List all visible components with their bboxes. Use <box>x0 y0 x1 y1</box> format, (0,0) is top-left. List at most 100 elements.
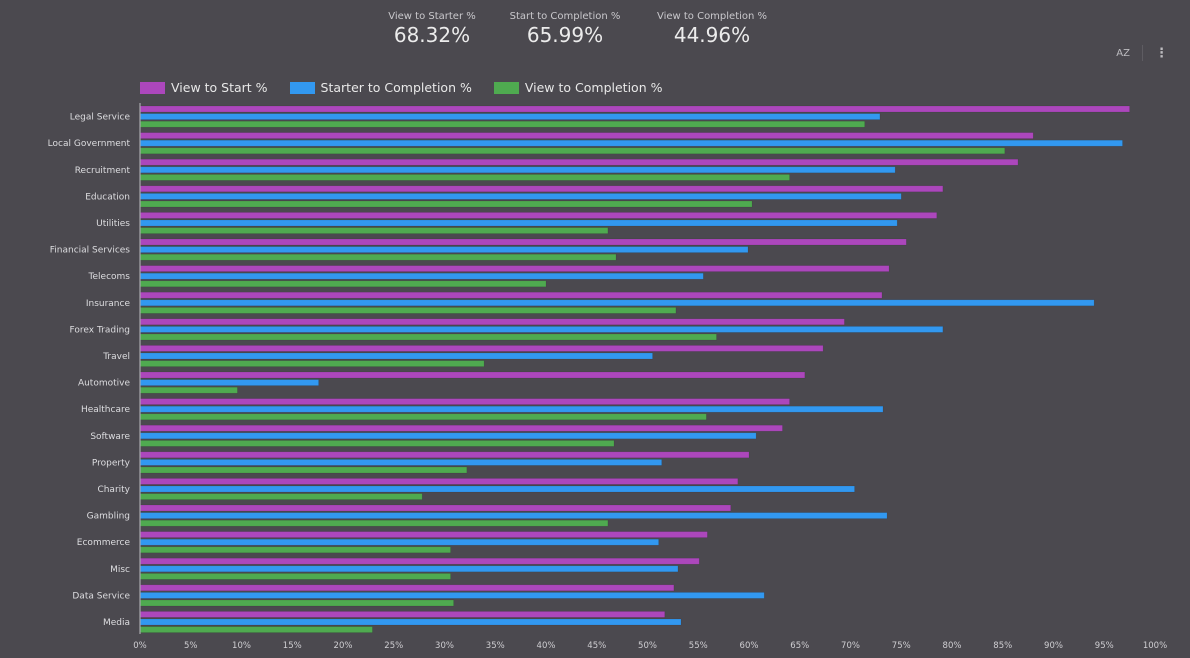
bar-view-to-start-healthcare[interactable] <box>139 398 790 405</box>
bar-view-to-completion-insurance[interactable] <box>139 307 677 314</box>
bar-view-to-completion-recruitment[interactable] <box>139 174 790 181</box>
bar-starter-to-completion-financial-services[interactable] <box>139 246 749 253</box>
bar-view-to-completion-misc[interactable] <box>139 573 451 580</box>
bar-view-to-start-financial-services[interactable] <box>139 238 907 246</box>
kpi-view-to-completion: View to Completion % 44.96% <box>650 11 774 47</box>
bar-starter-to-completion-education[interactable] <box>139 193 902 200</box>
bar-view-to-start-misc[interactable] <box>139 557 700 565</box>
legend-label: View to Completion % <box>524 80 663 95</box>
chart-legend: View to Start % Starter to Completion % … <box>140 80 662 95</box>
bar-view-to-start-recruitment[interactable] <box>139 158 1019 166</box>
bar-view-to-completion-healthcare[interactable] <box>139 413 707 421</box>
kpi-value: 44.96% <box>673 23 751 47</box>
bar-view-to-start-property[interactable] <box>139 451 750 459</box>
x-tick-label: 5% <box>184 641 198 651</box>
bar-view-to-start-utilities[interactable] <box>139 212 938 219</box>
category-group: Healthcare <box>81 398 884 421</box>
bar-view-to-start-ecommerce[interactable] <box>139 531 708 538</box>
bar-view-to-start-insurance[interactable] <box>139 291 883 299</box>
toolbar-divider <box>1142 45 1143 61</box>
bar-view-to-completion-utilities[interactable] <box>139 227 609 234</box>
category-group: Education <box>85 185 944 208</box>
bar-view-to-completion-legal-service[interactable] <box>139 120 866 128</box>
bar-view-to-completion-gambling[interactable] <box>139 519 609 527</box>
bar-starter-to-completion-misc[interactable] <box>139 565 679 573</box>
bar-view-to-completion-media[interactable] <box>139 626 373 633</box>
bar-view-to-completion-travel[interactable] <box>139 360 485 367</box>
x-tick-label: 0% <box>133 641 147 651</box>
bar-view-to-start-travel[interactable] <box>139 345 824 352</box>
bar-starter-to-completion-ecommerce[interactable] <box>139 538 659 546</box>
legend-item-view-to-completion[interactable]: View to Completion % <box>493 80 663 95</box>
bar-starter-to-completion-media[interactable] <box>139 618 682 626</box>
bar-starter-to-completion-insurance[interactable] <box>139 299 1095 307</box>
x-tick-label: 80% <box>943 641 962 651</box>
bar-starter-to-completion-automotive[interactable] <box>139 379 319 386</box>
bar-view-to-completion-telecoms[interactable] <box>139 280 547 288</box>
bar-view-to-start-charity[interactable] <box>139 478 739 485</box>
bar-view-to-completion-ecommerce[interactable] <box>139 546 451 554</box>
bar-view-to-completion-financial-services[interactable] <box>139 253 617 261</box>
category-group: Charity <box>97 478 855 500</box>
y-tick-label: Software <box>90 432 130 442</box>
more-vertical-icon[interactable]: ⋮ <box>1155 45 1168 61</box>
category-group: Utilities <box>96 212 938 234</box>
y-tick-label: Education <box>85 192 130 202</box>
bar-view-to-completion-software[interactable] <box>139 440 615 447</box>
bar-starter-to-completion-travel[interactable] <box>139 352 653 360</box>
legend-item-view-to-start[interactable]: View to Start % <box>140 80 268 95</box>
bar-starter-to-completion-software[interactable] <box>139 432 757 440</box>
y-tick-label: Charity <box>97 485 130 495</box>
bar-view-to-completion-local-government[interactable] <box>139 147 1006 155</box>
bar-starter-to-completion-local-government[interactable] <box>139 139 1123 147</box>
bar-starter-to-completion-legal-service[interactable] <box>139 113 881 120</box>
bar-starter-to-completion-gambling[interactable] <box>139 512 888 519</box>
x-tick-label: 40% <box>537 641 556 651</box>
category-group: Media <box>103 611 682 633</box>
bar-view-to-start-local-government[interactable] <box>139 132 1034 139</box>
bar-starter-to-completion-telecoms[interactable] <box>139 272 704 280</box>
category-group: Data Service <box>72 584 765 607</box>
y-tick-label: Misc <box>110 565 130 575</box>
bar-view-to-completion-education[interactable] <box>139 200 753 208</box>
bar-starter-to-completion-property[interactable] <box>139 459 663 466</box>
bar-view-to-start-legal-service[interactable] <box>139 105 1130 113</box>
bar-view-to-start-media[interactable] <box>139 611 666 618</box>
category-group: Recruitment <box>75 158 1019 181</box>
bar-view-to-completion-charity[interactable] <box>139 493 423 500</box>
x-tick-label: 45% <box>587 641 606 651</box>
y-tick-label: Recruitment <box>75 166 131 176</box>
legend-swatch <box>493 81 519 94</box>
bar-view-to-start-automotive[interactable] <box>139 371 806 379</box>
bar-view-to-completion-data-service[interactable] <box>139 599 454 607</box>
bar-view-to-start-education[interactable] <box>139 185 944 193</box>
bar-view-to-completion-property[interactable] <box>139 466 468 474</box>
bar-view-to-completion-forex-trading[interactable] <box>139 333 717 341</box>
bar-view-to-start-software[interactable] <box>139 424 783 432</box>
bar-view-to-start-forex-trading[interactable] <box>139 318 845 326</box>
bar-view-to-completion-automotive[interactable] <box>139 386 238 394</box>
bar-view-to-start-telecoms[interactable] <box>139 265 890 272</box>
x-tick-label: 15% <box>283 641 302 651</box>
bar-view-to-start-data-service[interactable] <box>139 584 675 592</box>
bar-view-to-start-gambling[interactable] <box>139 504 732 512</box>
x-tick-label: 60% <box>740 641 759 651</box>
sort-az-icon[interactable]: AZ <box>1116 47 1130 59</box>
y-tick-label: Insurance <box>86 299 131 309</box>
bar-starter-to-completion-data-service[interactable] <box>139 592 765 599</box>
x-tick-label: 30% <box>435 641 454 651</box>
x-tick-label: 55% <box>689 641 708 651</box>
y-tick-label: Utilities <box>96 219 130 229</box>
category-group: Property <box>92 451 750 474</box>
bar-starter-to-completion-healthcare[interactable] <box>139 405 884 413</box>
bar-starter-to-completion-recruitment[interactable] <box>139 166 896 174</box>
legend-item-starter-to-completion[interactable]: Starter to Completion % <box>289 80 472 95</box>
x-tick-label: 90% <box>1044 641 1063 651</box>
x-tick-label: 75% <box>892 641 911 651</box>
y-tick-label: Data Service <box>72 591 130 601</box>
bar-starter-to-completion-charity[interactable] <box>139 485 855 493</box>
bar-starter-to-completion-forex-trading[interactable] <box>139 326 944 333</box>
y-tick-label: Telecoms <box>88 272 131 282</box>
bar-starter-to-completion-utilities[interactable] <box>139 219 898 227</box>
x-tick-label: 20% <box>334 641 353 651</box>
